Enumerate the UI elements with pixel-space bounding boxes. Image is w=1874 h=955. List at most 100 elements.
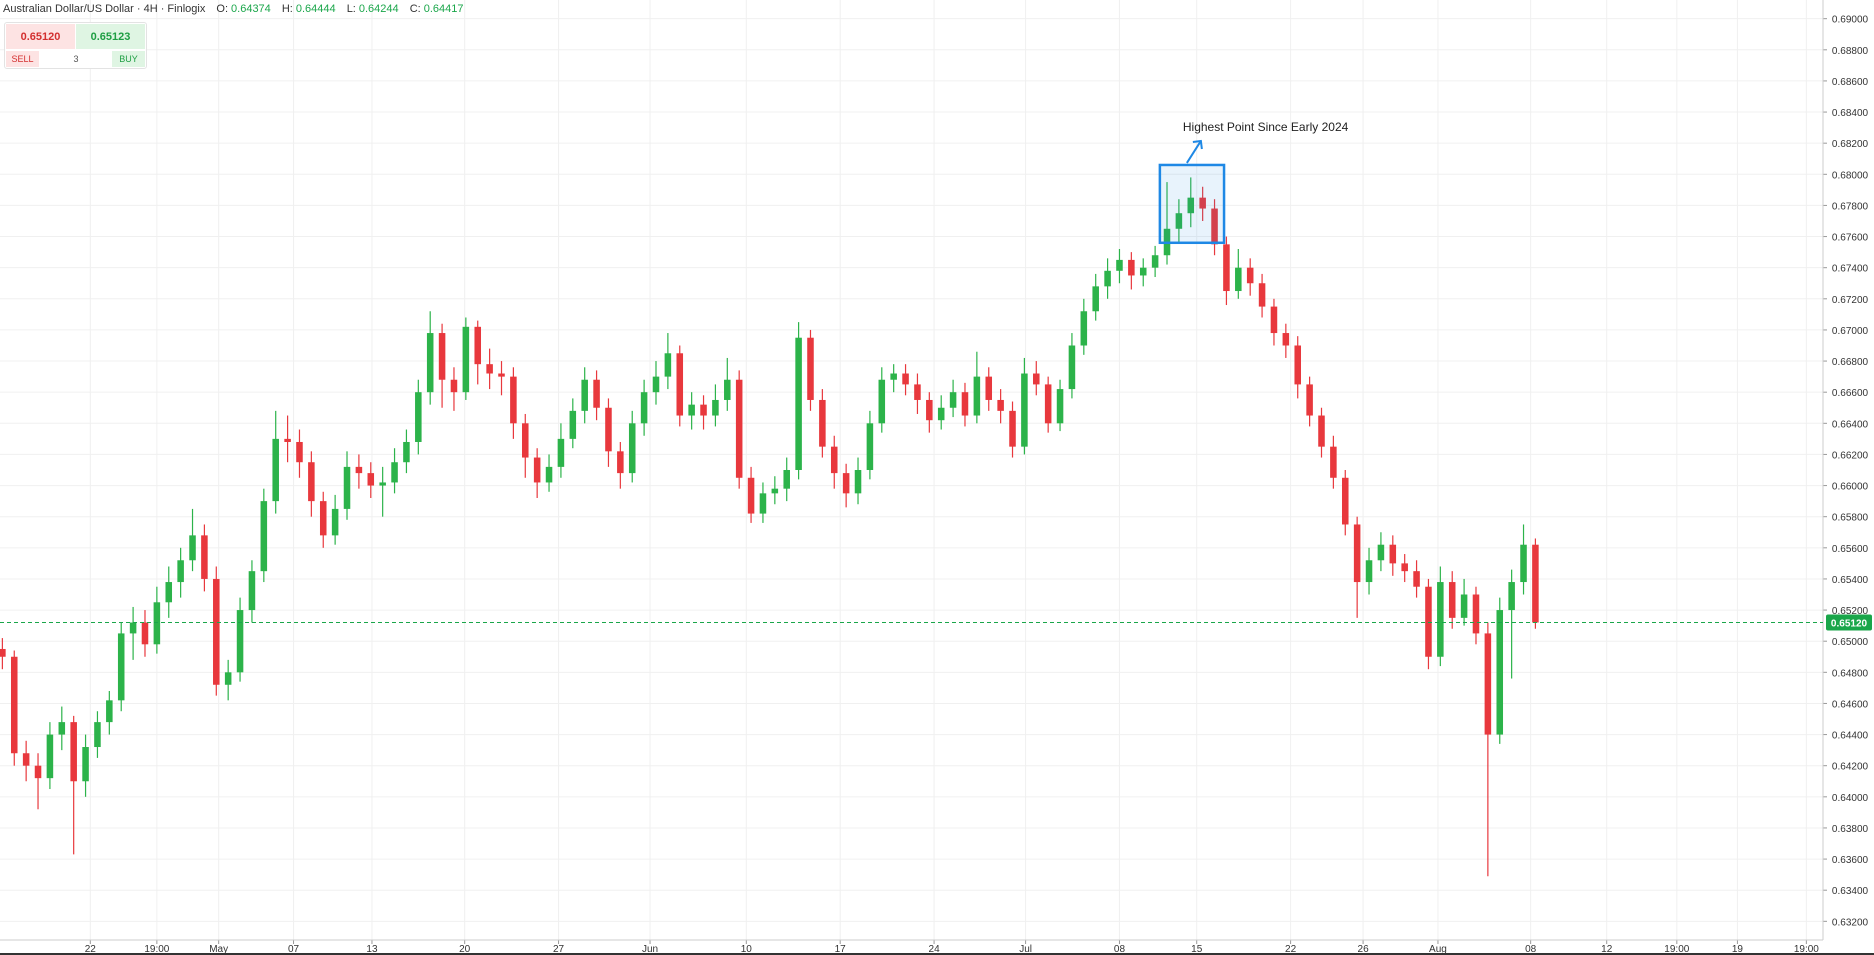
- candle-body: [141, 622, 149, 645]
- candle-body: [771, 488, 779, 494]
- candle-body: [308, 462, 315, 502]
- candle-body: [70, 722, 77, 782]
- candle-body: [1175, 213, 1183, 229]
- candle-body: [1508, 582, 1515, 611]
- candle-body: [973, 376, 981, 416]
- annotation-text: Highest Point Since Early 2024: [1183, 120, 1349, 134]
- candle-body: [486, 364, 493, 374]
- candle-body: [1532, 544, 1539, 623]
- candle-body: [1448, 582, 1456, 618]
- candle-body: [902, 373, 909, 385]
- chart-header: Australian Dollar/US Dollar · 4H · Finlo…: [3, 3, 463, 15]
- candle-body: [1033, 373, 1040, 385]
- candle-body: [1401, 563, 1408, 572]
- y-tick-label: 0.68400: [1832, 108, 1869, 119]
- candle-body: [1009, 410, 1016, 447]
- candle-body: [1116, 259, 1123, 271]
- candle-body: [1139, 267, 1147, 276]
- y-tick-label: 0.66600: [1832, 388, 1869, 399]
- candle-body: [379, 482, 386, 486]
- y-tick-label: 0.65400: [1832, 575, 1869, 586]
- candle-body: [224, 672, 232, 685]
- y-tick-label: 0.63200: [1832, 917, 1869, 928]
- candle-body: [46, 734, 54, 779]
- sell-label[interactable]: SELL: [6, 51, 39, 67]
- current-price-badge: [1826, 614, 1872, 631]
- candle-body: [676, 353, 684, 416]
- ohlc-key: O:: [216, 3, 229, 15]
- y-tick-label: 0.66200: [1832, 450, 1869, 461]
- sell-button[interactable]: 0.65120: [6, 24, 75, 49]
- candle-body: [795, 337, 802, 470]
- y-tick-label: 0.66800: [1832, 357, 1869, 368]
- candle-body: [236, 610, 244, 673]
- x-tick-label: 22: [1285, 944, 1297, 955]
- candle-body: [391, 462, 398, 483]
- candle-body: [1318, 415, 1325, 447]
- candle-body: [58, 722, 66, 735]
- y-tick-label: 0.66400: [1832, 419, 1869, 430]
- candle-body: [533, 457, 541, 483]
- candle-body: [106, 700, 113, 723]
- y-tick-label: 0.68000: [1832, 170, 1869, 181]
- y-tick-label: 0.67600: [1832, 233, 1869, 244]
- x-tick-label: 20: [459, 944, 471, 955]
- y-tick-label: 0.67000: [1832, 326, 1869, 337]
- candle-body: [1484, 633, 1492, 735]
- candle-body: [272, 438, 279, 502]
- x-tick-label: Aug: [1429, 944, 1447, 955]
- candle-body: [1092, 286, 1099, 312]
- highlight-box: [1158, 163, 1226, 245]
- candle-body: [1068, 345, 1076, 390]
- quantity-input[interactable]: 3: [73, 54, 79, 64]
- ohlc-key: H:: [281, 3, 293, 15]
- plot-background: [0, 0, 1823, 940]
- y-tick-label: 0.69000: [1832, 15, 1869, 26]
- candle-body: [545, 466, 553, 483]
- candle-body: [819, 399, 826, 447]
- candle-body: [1425, 586, 1432, 657]
- candle-body: [842, 473, 850, 494]
- y-tick-label: 0.65000: [1832, 637, 1869, 648]
- candle-body: [961, 392, 969, 416]
- candle-body: [1211, 208, 1218, 245]
- candle-body: [1472, 594, 1480, 634]
- candle-body: [581, 379, 588, 411]
- annotation-arrow: [1186, 140, 1202, 164]
- candle-body: [1187, 197, 1195, 214]
- candle-body: [914, 384, 921, 400]
- candle-body: [331, 508, 339, 536]
- candle-body: [866, 423, 874, 470]
- buy-button[interactable]: 0.65123: [76, 24, 145, 49]
- candle-body: [94, 722, 101, 748]
- y-tick-label: 0.67200: [1832, 295, 1869, 306]
- y-tick-label: 0.68600: [1832, 77, 1869, 88]
- ohlc-value: 0.64417: [423, 3, 464, 15]
- candle-body: [319, 501, 327, 536]
- candle-body: [284, 438, 291, 442]
- candle-body: [510, 376, 517, 424]
- candle-body: [189, 535, 196, 561]
- x-tick-label: 19: [1732, 944, 1744, 955]
- candle-body: [82, 747, 89, 782]
- y-tick-label: 0.67400: [1832, 264, 1869, 275]
- x-tick-label: 13: [366, 944, 378, 955]
- x-tick-label: 08: [1114, 944, 1126, 955]
- candle-body: [664, 353, 672, 377]
- candle-body: [949, 392, 957, 408]
- candle-body: [1353, 524, 1361, 583]
- trade-widget: 0.65120 0.65123 SELL 3 BUY: [4, 22, 147, 69]
- buy-label[interactable]: BUY: [112, 51, 145, 67]
- x-tick-label: 19:00: [144, 944, 169, 955]
- y-tick-label: 0.65800: [1832, 513, 1869, 524]
- candle-body: [617, 451, 624, 474]
- candle-body: [1104, 270, 1111, 287]
- y-tick-label: 0.68200: [1832, 139, 1869, 150]
- candle-body: [177, 560, 184, 583]
- candle-body: [426, 333, 434, 393]
- candle-body: [450, 379, 458, 393]
- candle-body: [997, 399, 1004, 411]
- ohlc-key: C:: [409, 3, 421, 15]
- x-tick-label: 19:00: [1794, 944, 1819, 955]
